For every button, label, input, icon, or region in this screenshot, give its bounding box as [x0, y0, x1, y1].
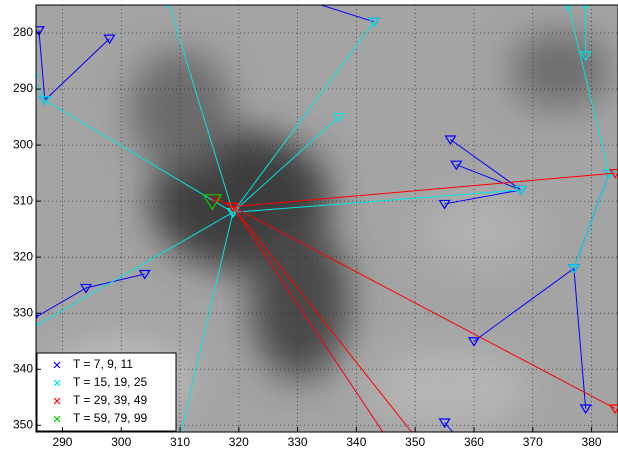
y-tick-label: 340: [13, 361, 33, 375]
x-tick-label: 380: [582, 435, 602, 449]
x-tick-label: 360: [464, 435, 484, 449]
legend: T = 7, 9, 11 T = 15, 19, 25 T = 29, 39, 49…: [37, 353, 176, 431]
legend-label: T = 59, 79, 99: [73, 411, 147, 425]
x-tick-label: 350: [405, 435, 425, 449]
marker: [381, 433, 391, 441]
marker: [298, 0, 308, 4]
x-tick-label: 370: [523, 435, 543, 449]
y-tick-label: 350: [13, 417, 33, 431]
x-tick-label: 320: [229, 435, 249, 449]
x-tick-label: 340: [346, 435, 366, 449]
legend-label: T = 29, 39, 49: [73, 393, 147, 407]
chart: T = 7, 9, 11 T = 15, 19, 25 T = 29, 39, 49…: [0, 0, 618, 451]
y-tick-label: 330: [13, 305, 33, 319]
legend-label: T = 7, 9, 11: [73, 357, 133, 371]
y-tick-label: 280: [13, 25, 33, 39]
x-tick-label: 290: [52, 435, 72, 449]
y-tick-label: 320: [13, 249, 33, 263]
legend-label: T = 15, 19, 25: [73, 375, 147, 389]
y-tick-label: 310: [13, 193, 33, 207]
y-tick-label: 300: [13, 137, 33, 151]
x-tick-label: 310: [170, 435, 190, 449]
marker: [451, 433, 461, 441]
x-tick-label: 330: [288, 435, 308, 449]
y-tick-label: 290: [13, 81, 33, 95]
x-tick-label: 300: [111, 435, 131, 449]
